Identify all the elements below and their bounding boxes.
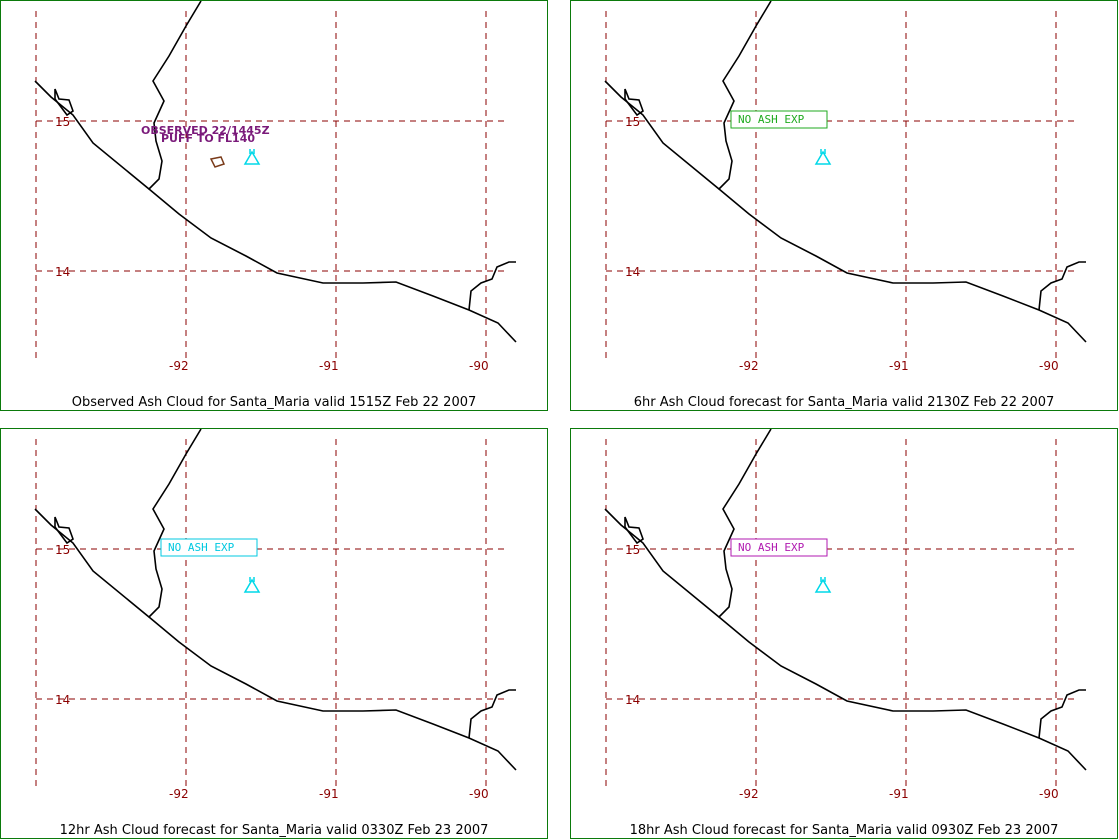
observed-annotation: OBSERVED 22/1445Z xyxy=(141,124,270,137)
panel-caption: Observed Ash Cloud for Santa_Maria valid… xyxy=(71,395,477,410)
panel-caption: 18hr Ash Cloud forecast for Santa_Maria … xyxy=(629,823,1059,838)
lon-label: -92 xyxy=(169,787,189,801)
lon-label: -91 xyxy=(889,359,909,373)
lat-label: 15 xyxy=(625,115,640,129)
map-panel-18hr: 15 14 -92 -91 -90 NO ASH EXP 18hr Ash Cl… xyxy=(570,428,1118,839)
no-ash-box xyxy=(160,538,258,557)
lon-label: -90 xyxy=(469,787,489,801)
coastline xyxy=(34,429,517,771)
map-canvas: 15 14 -92 -91 -90 NO ASH EXP xyxy=(34,429,517,801)
no-ash-box xyxy=(730,538,828,557)
map-panel-12hr: 15 14 -92 -91 -90 NO ASH EXP 12hr Ash Cl… xyxy=(0,428,548,839)
map-canvas: 15 14 -92 -91 -90 NO ASH EXP xyxy=(604,429,1087,801)
lon-label: -92 xyxy=(739,787,759,801)
no-ash-label: NO ASH EXP xyxy=(738,541,805,554)
volcano-icon xyxy=(243,577,261,593)
graticule xyxy=(35,439,506,791)
graticule xyxy=(35,11,506,363)
lon-label: -90 xyxy=(1039,359,1059,373)
volcano-icon xyxy=(243,149,261,165)
lat-label: 14 xyxy=(625,693,640,707)
lat-label: 15 xyxy=(625,543,640,557)
lat-label: 14 xyxy=(55,265,70,279)
lon-label: -91 xyxy=(319,359,339,373)
map-canvas: 15 14 -92 -91 -90 OBSERVED 22/1445Z PUFF… xyxy=(34,1,517,373)
lat-label: 14 xyxy=(55,693,70,707)
graticule xyxy=(605,11,1076,363)
no-ash-label: NO ASH EXP xyxy=(168,541,235,554)
lon-label: -91 xyxy=(889,787,909,801)
map-panel-6hr: 15 14 -92 -91 -90 NO ASH EXP 6hr Ash Clo… xyxy=(570,0,1118,411)
map-canvas: 15 14 -92 -91 -90 NO ASH EXP xyxy=(604,1,1087,373)
map-panel-observed: 15 14 -92 -91 -90 OBSERVED 22/1445Z PUFF… xyxy=(0,0,548,411)
coastline xyxy=(604,429,1087,771)
lon-label: -91 xyxy=(319,787,339,801)
lon-label: -92 xyxy=(169,359,189,373)
observed-annotation: PUFF TO FL140 xyxy=(161,132,255,145)
volcano-icon xyxy=(814,577,832,593)
no-ash-box xyxy=(730,110,828,129)
graticule xyxy=(605,439,1076,791)
lon-label: -92 xyxy=(739,359,759,373)
ash-cloud-outline xyxy=(209,156,226,168)
volcano-icon xyxy=(814,149,832,165)
lat-label: 15 xyxy=(55,543,70,557)
lat-label: 14 xyxy=(625,265,640,279)
panel-caption: 12hr Ash Cloud forecast for Santa_Maria … xyxy=(59,823,489,838)
no-ash-label: NO ASH EXP xyxy=(738,113,805,126)
lon-label: -90 xyxy=(1039,787,1059,801)
coastline xyxy=(604,1,1087,343)
lat-label: 15 xyxy=(55,115,70,129)
coastline xyxy=(34,1,517,343)
lon-label: -90 xyxy=(469,359,489,373)
panel-caption: 6hr Ash Cloud forecast for Santa_Maria v… xyxy=(633,395,1055,410)
